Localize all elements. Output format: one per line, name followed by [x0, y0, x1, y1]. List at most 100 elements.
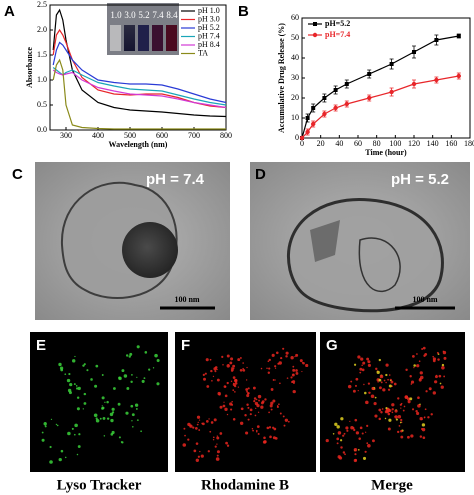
fluorescence-signal: [269, 435, 272, 439]
fluorescence-signal: [198, 419, 201, 421]
fluorescence-signal: [417, 404, 421, 408]
fluorescence-signal: [386, 410, 389, 414]
fluorescence-signal: [282, 347, 285, 350]
fluorescence-signal: [242, 369, 246, 372]
fluorescence-signal: [441, 363, 445, 367]
fluorescence-signal: [387, 412, 391, 416]
fluorescence-signal: [49, 460, 53, 464]
fluorescence-signal: [378, 378, 382, 382]
x-tick-label: 40: [335, 139, 343, 148]
fluorescence-signal: [294, 356, 296, 358]
fluorescence-signal: [113, 387, 116, 390]
legend-label: pH 7.4: [198, 31, 220, 40]
fluorescence-signal: [376, 370, 380, 375]
fluorescence-signal: [360, 357, 364, 361]
fluorescence-signal: [101, 406, 105, 410]
y-tick-label: 0.0: [37, 125, 47, 134]
marker: [322, 96, 327, 100]
fluorescence-signal: [287, 420, 290, 423]
series-line: [301, 75, 459, 139]
fluorescence-signal: [78, 433, 81, 436]
fluorescence-signal: [232, 376, 236, 379]
legend-marker: [313, 22, 317, 26]
fluorescence-signal: [76, 407, 80, 411]
fluorescence-signal: [205, 419, 209, 423]
fluorescence-signal: [216, 443, 218, 445]
fluorescence-signal: [256, 431, 258, 433]
fluorescence-signal: [72, 359, 76, 363]
fluorescence-signal: [342, 434, 345, 437]
panel-letter: F: [181, 337, 190, 354]
fluorescence-signal: [49, 445, 52, 449]
fluorescence-signal: [59, 366, 64, 370]
fluorescence-signal: [419, 375, 424, 380]
y-tick-label: 0.5: [37, 100, 47, 109]
marker: [344, 101, 349, 107]
fluorescence-signal: [357, 355, 361, 359]
fluorescence-signal: [230, 408, 233, 411]
fluorescence-signal: [353, 428, 356, 432]
fluorescence-signal: [378, 408, 382, 412]
fluorescence-signal: [343, 432, 346, 435]
fluorescence-signal: [71, 427, 74, 430]
fluorescence-signal: [214, 370, 217, 373]
fluorescence-signal: [385, 363, 389, 367]
fluorescence-signal: [269, 404, 273, 408]
fluorescence-signal: [391, 411, 394, 414]
inset-label: 8.4: [166, 10, 178, 20]
fluorescence-signal: [64, 456, 67, 459]
fluorescence-signal: [418, 378, 422, 382]
fluorescence-signal: [209, 430, 212, 433]
fluorescence-signal: [255, 398, 258, 401]
x-tick-label: 160: [445, 139, 457, 148]
fluorescence-signal: [156, 382, 160, 386]
fluorescence-signal: [224, 394, 228, 398]
fluorescence-signal: [364, 431, 367, 433]
fluorescence-signal: [41, 431, 44, 434]
fluorescence-signal: [268, 411, 270, 414]
fluorescence-signal: [275, 351, 279, 355]
fluorescence-signal: [253, 400, 256, 403]
fluorescence-signal: [391, 408, 394, 411]
fluorescence-signal: [56, 424, 59, 427]
marker: [311, 121, 316, 127]
y-axis-label: Accumulative Drug Release (%): [277, 23, 286, 133]
x-tick-label: 500: [124, 131, 136, 140]
fluorescence-signal: [83, 363, 86, 366]
fluorescence-signal: [225, 441, 228, 445]
fluorescence-signal: [440, 385, 444, 389]
legend-label: pH 1.0: [198, 6, 220, 15]
fluorescence-signal: [370, 394, 375, 399]
fluorescence-signal: [416, 364, 420, 368]
fluorescence-signal: [231, 367, 234, 370]
fluorescence-signal: [129, 352, 133, 356]
fluorescence-signal: [400, 407, 402, 409]
fluorescence-signal: [395, 418, 398, 421]
fluorescence-signal: [385, 381, 387, 384]
fluorescence-signal: [305, 363, 309, 368]
fluorescence-signal: [232, 364, 236, 368]
fluorescence-signal: [195, 458, 200, 462]
fluorescence-signal: [249, 408, 253, 412]
marker: [322, 111, 327, 117]
fluorescence-signal: [230, 380, 233, 382]
fluorescence-signal: [353, 363, 357, 366]
fluorescence-signal: [76, 396, 80, 399]
fluorescence-signal: [342, 451, 346, 454]
fluorescence-signal: [364, 450, 367, 453]
fluorescence-signal: [245, 431, 249, 435]
fluorescence-signal: [111, 430, 115, 435]
fluorescence-signal: [199, 450, 201, 453]
fluorescence-signal: [136, 419, 139, 422]
marker: [367, 95, 372, 101]
fluorescence-signal: [211, 379, 213, 382]
x-tick-label: 100: [389, 139, 401, 148]
marker: [311, 106, 316, 110]
inset-label: 1.0: [110, 10, 122, 20]
fluorescence-signal: [234, 381, 238, 385]
legend-label: pH=5.2: [325, 19, 350, 28]
fluorescence-signal: [252, 386, 256, 390]
fluorescence-signal: [382, 388, 386, 392]
fluorescence-signal: [231, 403, 234, 406]
fluorescence-signal: [423, 416, 426, 419]
